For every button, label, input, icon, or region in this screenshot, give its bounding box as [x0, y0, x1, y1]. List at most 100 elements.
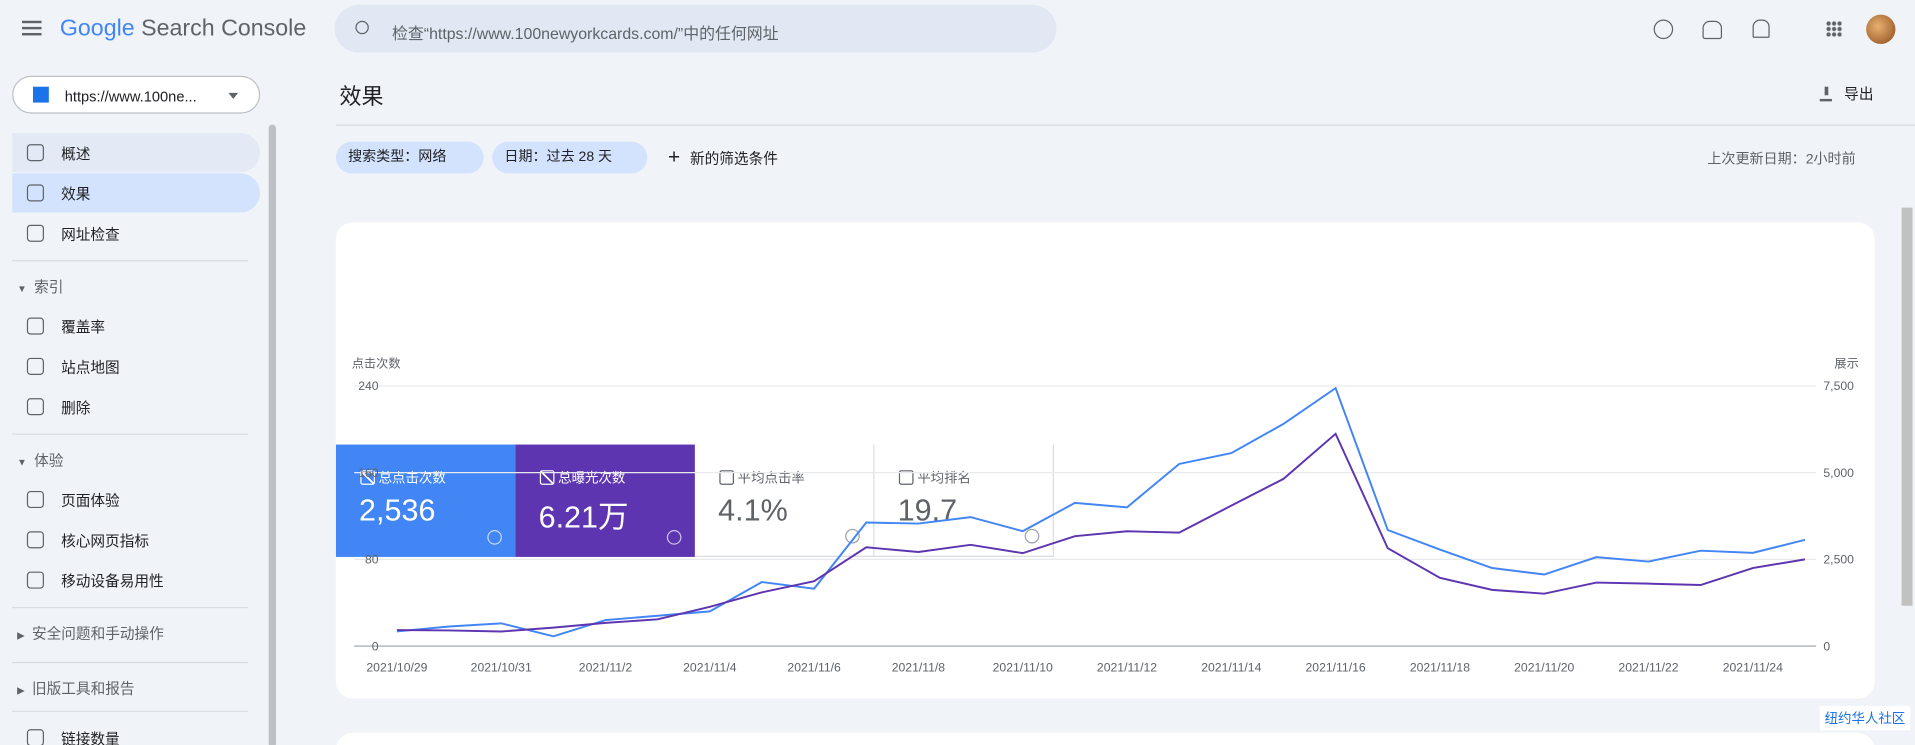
nav-icon	[26, 571, 44, 589]
search-icon	[355, 20, 369, 35]
y2-tick-label: 2,500	[1823, 553, 1854, 567]
apps-icon[interactable]	[1825, 20, 1842, 37]
caret: ▼	[17, 283, 27, 295]
caret: ▼	[17, 456, 27, 468]
nav-label: 移动设备易用性	[61, 572, 164, 590]
nav-label: 概述	[61, 144, 91, 162]
search-box[interactable]: 检查“https://www.100newyorkcards.com/”中的任何…	[334, 4, 1057, 53]
nav-label: 网址检查	[61, 225, 120, 243]
metric-tile[interactable]: 平均点击率 4.1%	[694, 444, 875, 557]
logo-google: Google	[59, 15, 135, 42]
chart: 点击次数 展示 0 80 160 240 0 2,500 5,000 7,500 2021/10/2…	[352, 356, 1859, 675]
x-tick-label: 2021/11/18	[1410, 661, 1470, 675]
chart-card: 总点击次数 2,536 总曝光次数 6.21万 平均点击率 4.1% 平均排名 19.7	[335, 222, 1875, 699]
nav-label: 链接数量	[61, 729, 120, 745]
nav-icon	[26, 490, 44, 509]
nav-icon	[26, 398, 44, 416]
nav-item[interactable]: 网址检查	[12, 214, 260, 253]
help-icon	[666, 530, 682, 545]
section-title: 体验	[34, 451, 64, 469]
caret: ▶	[17, 630, 25, 642]
property-selector[interactable]: https://www.100ne...	[12, 75, 261, 114]
nav-item[interactable]: 页面体验	[12, 480, 260, 519]
section-header[interactable]: ▶ 安全问题和手动操作	[17, 623, 164, 644]
y-tick-label: 160	[358, 466, 379, 480]
metric-tile[interactable]: 总曝光次数 6.21万	[515, 444, 695, 557]
nav-label: 页面体验	[61, 491, 120, 509]
nav-item[interactable]: 删除	[12, 387, 260, 426]
x-tick-label: 2021/11/10	[993, 661, 1053, 675]
nav-item[interactable]: 效果	[12, 173, 261, 213]
separator	[12, 433, 248, 435]
property-icon	[32, 86, 49, 103]
metric-label: 总曝光次数	[558, 471, 626, 487]
nav-item[interactable]: 站点地图	[12, 347, 260, 386]
nav-icon	[26, 531, 44, 549]
x-tick-label: 2021/11/12	[1097, 661, 1157, 675]
line-series	[396, 386, 1806, 638]
y-axis-label: 点击次数	[352, 356, 401, 371]
section-title: 索引	[34, 278, 64, 296]
watermark: 纽约华人社区	[1819, 705, 1911, 731]
filter-label: 搜索类型：网络	[348, 150, 447, 165]
x-tick-label: 2021/11/22	[1618, 661, 1678, 675]
x-tick-label: 2021/11/2	[579, 661, 633, 675]
logo-product: Search Console	[141, 15, 307, 42]
separator	[12, 710, 248, 713]
checkbox	[719, 470, 735, 485]
page-scrollbar	[1901, 207, 1913, 606]
caret: ▶	[17, 685, 25, 697]
y2-tick-label: 5,000	[1823, 466, 1854, 480]
nav-label: 覆盖率	[61, 318, 106, 336]
nav-item[interactable]: 概述	[12, 133, 261, 173]
property-url: https://www.100ne...	[64, 87, 197, 106]
new-filter-label: 新的筛选条件	[689, 150, 778, 168]
y-tick-label: 240	[358, 379, 379, 393]
section-header[interactable]: ▼ 索引	[17, 276, 63, 297]
plus-icon: +	[668, 145, 681, 169]
checkbox	[898, 470, 914, 485]
filter-chip[interactable]: 日期：过去 28 天	[492, 141, 648, 174]
x-tick-label: 2021/11/8	[892, 661, 946, 675]
x-tick-label: 2021/11/4	[683, 661, 737, 675]
nav-item[interactable]: 链接数量	[12, 718, 260, 745]
metric-value: 2,536	[359, 493, 436, 528]
new-filter[interactable]: + 新的筛选条件	[668, 145, 778, 169]
dropdown-arrow	[228, 92, 239, 104]
filter-label: 日期：过去 28 天	[504, 150, 613, 165]
metric-label: 平均点击率	[737, 471, 805, 487]
section-header[interactable]: ▶ 旧版工具和报告	[17, 678, 134, 699]
search-placeholder: 检查“https://www.100newyorkcards.com/”中的任何…	[392, 24, 779, 43]
filter-chip[interactable]: 搜索类型：网络	[335, 141, 484, 174]
x-tick-label: 2021/11/20	[1514, 661, 1574, 675]
download-icon	[1819, 86, 1832, 101]
export-button[interactable]: 导出	[1819, 83, 1874, 104]
menu-button[interactable]	[21, 20, 42, 36]
users-icon[interactable]	[1702, 20, 1723, 40]
nav-icon	[26, 357, 44, 375]
section-header[interactable]: ▼ 体验	[17, 449, 63, 470]
y2-tick-label: 7,500	[1823, 379, 1854, 393]
x-tick-label: 2021/11/24	[1723, 661, 1783, 675]
help-icon	[487, 530, 502, 545]
help-icon[interactable]	[1653, 19, 1674, 40]
separator	[12, 260, 248, 262]
metric-tile[interactable]: 总点击次数 2,536	[335, 444, 516, 557]
metric-value: 4.1%	[718, 493, 788, 528]
help-icon	[1024, 528, 1040, 544]
y-tick-label: 0	[372, 639, 379, 653]
nav-item[interactable]: 覆盖率	[12, 307, 260, 346]
nav-label: 删除	[61, 398, 91, 416]
bell-icon[interactable]	[1752, 19, 1770, 38]
x-tick-label: 2021/10/31	[471, 661, 532, 675]
export-label: 导出	[1844, 85, 1874, 103]
logo[interactable]: Google Search Console	[60, 16, 306, 43]
x-tick-label: 2021/11/16	[1306, 661, 1366, 675]
y2-tick-label: 0	[1823, 639, 1830, 653]
nav-icon	[26, 317, 44, 335]
nav-item[interactable]: 移动设备易用性	[12, 561, 260, 600]
nav-item[interactable]: 核心网页指标	[12, 520, 260, 559]
avatar[interactable]	[1866, 14, 1896, 44]
checkbox	[539, 470, 555, 485]
